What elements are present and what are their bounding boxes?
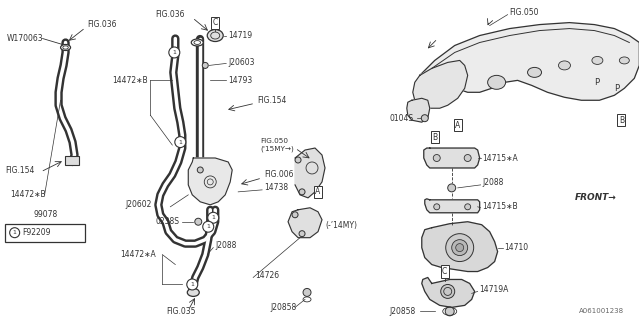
Text: FIG.154: FIG.154 (6, 166, 35, 175)
Circle shape (202, 62, 208, 68)
Ellipse shape (61, 44, 70, 51)
Text: FIG.050: FIG.050 (509, 8, 539, 17)
Ellipse shape (592, 56, 603, 64)
Text: 0238S: 0238S (156, 217, 179, 226)
Text: 0104S: 0104S (390, 114, 414, 123)
Circle shape (421, 115, 428, 122)
Text: 14472∗B: 14472∗B (113, 76, 148, 85)
Text: J20858: J20858 (390, 307, 416, 316)
Text: 14710: 14710 (504, 243, 529, 252)
Text: 1: 1 (172, 50, 176, 55)
Circle shape (208, 212, 219, 223)
Polygon shape (295, 148, 325, 198)
Circle shape (452, 240, 468, 256)
Ellipse shape (527, 68, 541, 77)
Circle shape (295, 157, 301, 163)
Circle shape (465, 204, 470, 210)
Text: B: B (619, 116, 624, 125)
Text: J20602: J20602 (125, 200, 152, 209)
Polygon shape (422, 222, 498, 271)
Text: 1: 1 (190, 282, 194, 287)
Circle shape (445, 307, 454, 316)
Text: A: A (455, 121, 460, 130)
Text: FIG.050
('15MY→): FIG.050 ('15MY→) (260, 138, 294, 152)
Circle shape (464, 155, 471, 162)
Polygon shape (413, 60, 468, 108)
Text: 14719: 14719 (228, 31, 252, 40)
Polygon shape (407, 98, 430, 122)
Text: FIG.035: FIG.035 (166, 307, 196, 316)
Ellipse shape (191, 39, 204, 46)
Text: 1: 1 (211, 215, 215, 220)
Text: C: C (442, 267, 447, 276)
Ellipse shape (207, 29, 223, 42)
Text: 14793: 14793 (228, 76, 252, 85)
Text: 14472∗A: 14472∗A (120, 250, 156, 259)
Text: B: B (432, 132, 437, 141)
Text: A061001238: A061001238 (579, 308, 625, 314)
Ellipse shape (188, 288, 199, 296)
FancyBboxPatch shape (4, 224, 84, 242)
Circle shape (197, 167, 204, 173)
Text: J2088: J2088 (215, 241, 237, 250)
Text: 14726: 14726 (255, 271, 279, 280)
Text: W170063: W170063 (6, 34, 44, 43)
Text: 99078: 99078 (34, 210, 58, 219)
Circle shape (292, 212, 298, 218)
Polygon shape (422, 277, 475, 307)
Ellipse shape (559, 61, 570, 70)
Ellipse shape (488, 76, 506, 89)
Ellipse shape (620, 57, 629, 64)
Text: FIG.036: FIG.036 (88, 20, 117, 29)
Polygon shape (424, 148, 479, 168)
Text: 1: 1 (179, 140, 182, 145)
Circle shape (10, 228, 20, 238)
Text: A: A (316, 188, 321, 196)
Text: FIG.006: FIG.006 (264, 171, 294, 180)
Circle shape (175, 137, 186, 148)
Circle shape (448, 184, 456, 192)
Circle shape (433, 155, 440, 162)
Polygon shape (288, 208, 322, 238)
Circle shape (445, 234, 474, 261)
Text: J2088: J2088 (483, 179, 504, 188)
Circle shape (441, 284, 454, 298)
Circle shape (299, 189, 305, 195)
Text: 14472∗B: 14472∗B (11, 190, 46, 199)
Circle shape (299, 231, 305, 237)
Polygon shape (420, 23, 639, 100)
Circle shape (169, 47, 180, 58)
Circle shape (456, 244, 464, 252)
Text: P: P (614, 84, 619, 93)
Text: J20858: J20858 (270, 303, 296, 312)
Text: C: C (212, 18, 218, 27)
Text: 1: 1 (206, 224, 210, 229)
Text: 14715∗B: 14715∗B (483, 202, 518, 211)
Text: FIG.036: FIG.036 (156, 10, 185, 19)
Text: P: P (594, 78, 599, 87)
Text: (-’14MY): (-’14MY) (325, 221, 357, 230)
Polygon shape (425, 199, 479, 213)
Text: 1: 1 (13, 230, 17, 235)
Circle shape (187, 279, 198, 290)
Text: 14719A: 14719A (479, 285, 509, 294)
Text: 14738: 14738 (264, 183, 288, 192)
Text: J20603: J20603 (228, 58, 255, 67)
Circle shape (195, 218, 202, 225)
Circle shape (303, 288, 311, 296)
Polygon shape (188, 158, 232, 205)
Circle shape (203, 221, 214, 232)
Text: F92209: F92209 (22, 228, 51, 237)
Text: FIG.154: FIG.154 (257, 96, 287, 105)
Text: FRONT→: FRONT→ (575, 193, 616, 202)
Circle shape (434, 204, 440, 210)
Bar (65, 156, 79, 165)
Text: 14715∗A: 14715∗A (483, 154, 518, 163)
